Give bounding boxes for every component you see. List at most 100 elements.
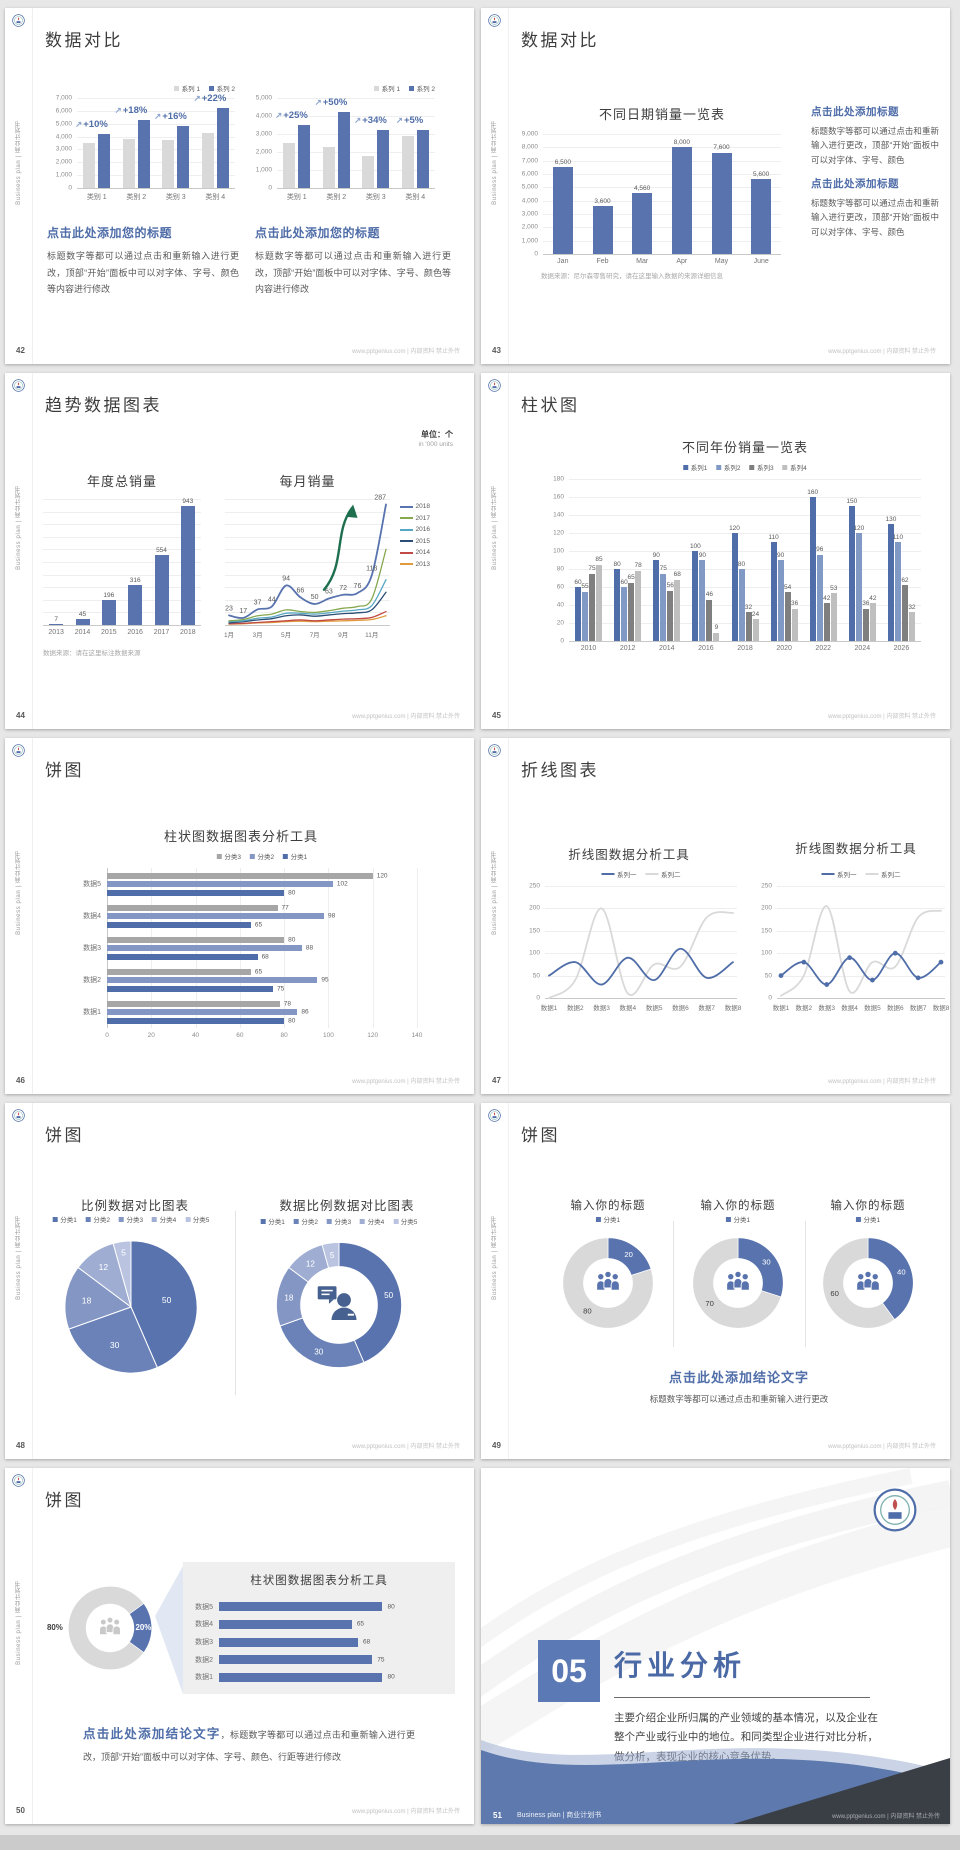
data-point-label: 17 [239, 608, 247, 615]
slide-sidebar: Business plan | 商业计划书 45 [481, 373, 509, 729]
slide-42-thumbnail[interactable]: Business plan | 商业计划书 42 数据对比 0 1,000 2,00… [5, 8, 474, 364]
pie-canvas: 50 30 18 12 5 [64, 1240, 198, 1374]
slide-title: 折线图表 [521, 761, 599, 780]
gridline [225, 536, 390, 538]
increase-arrow-icon: ↗ [395, 115, 403, 126]
bar [575, 587, 582, 641]
sidebar-vertical-text: Business plan | 商业计划书 [492, 120, 498, 205]
bar [816, 554, 823, 641]
slide-number: 43 [492, 346, 501, 355]
x-axis-category: 类别 1 [86, 194, 107, 201]
bar [107, 968, 251, 975]
slide-title: 饼图 [45, 761, 84, 780]
slide-number: 44 [16, 711, 25, 720]
legend-label: 2015 [415, 537, 430, 545]
bar [582, 591, 589, 641]
bar-value-label: 36 [862, 600, 870, 608]
bar [621, 587, 628, 641]
series-line [228, 548, 387, 622]
data-point-label: 44 [268, 597, 276, 604]
slide-51-thumbnail[interactable]: 05 行业分析 主要介绍企业所归属的产业领域的基本情况，以及企业在整个产业或行业… [481, 1468, 950, 1824]
placeholder-body: 标题数字等都可以通过点击和重新输入进行更改，顶部“开始”面板中可以对字体、字号、… [255, 251, 451, 295]
data-point-label: 23 [225, 605, 233, 612]
slide-43-thumbnail[interactable]: Business plan | 商业计划书 43 数据对比 不同日期销量一览表 … [481, 8, 950, 364]
people-icon [596, 1270, 620, 1291]
x-axis-category: 类别 3 [165, 194, 186, 201]
gridline [569, 605, 921, 606]
annual-sales-bar-chart: 7 2013 45 2014 196 2015 316 2016 554 2017 943 2018 [43, 498, 201, 636]
bar-value-label: 80 [613, 560, 621, 568]
bar [592, 206, 613, 254]
x-axis-category: 数据5 [864, 1005, 881, 1012]
bar-value-label: 88 [305, 944, 314, 952]
placeholder-heading: 点击此处添加您的标题 [47, 226, 173, 240]
x-axis-category: 2010 [580, 645, 597, 652]
y-axis-tick: 50 [764, 972, 772, 980]
y-axis-tick: 1,000 [55, 171, 72, 179]
slice-label: 5 [121, 1247, 126, 1257]
y-axis-tick: 180 [553, 475, 564, 483]
gridline [77, 136, 235, 138]
percent-label: +5% [403, 115, 424, 127]
gridline [328, 868, 330, 1028]
gridline [225, 524, 390, 526]
slide-45-thumbnail[interactable]: Business plan | 商业计划书 45 柱状图 不同年份销量一览表 0… [481, 373, 950, 729]
bar [107, 872, 373, 879]
legend-label: 系列二 [881, 872, 901, 879]
bar-value-label: 554 [156, 546, 167, 554]
legend-line-swatch [400, 505, 413, 508]
slide-49-thumbnail[interactable]: Business plan | 商业计划书 49 饼图 输入你的标题 输入你的标… [481, 1103, 950, 1459]
x-axis-category: Feb [596, 258, 609, 265]
bar-value-label: 120 [376, 872, 388, 879]
x-axis-category: 数据1 [540, 1005, 558, 1012]
x-axis-tick: 100 [322, 1032, 334, 1039]
slide-title: 饼图 [45, 1491, 84, 1510]
bar-value-label: 65 [356, 1620, 365, 1628]
slide-sidebar: Business plan | 商业计划书 50 [5, 1468, 33, 1824]
x-axis-category: 数据4 [619, 1005, 637, 1012]
slide-sidebar: Business plan | 商业计划书 43 [481, 8, 509, 364]
school-logo-icon [12, 1474, 25, 1487]
funnel-connector-shape [155, 1566, 183, 1694]
increase-arrow-icon: ↗ [354, 115, 362, 126]
slide-44-thumbnail[interactable]: Business plan | 商业计划书 44 趋势数据图表 单位：个 in … [5, 373, 474, 729]
percent-annotation: ↗ +5% [396, 115, 423, 126]
percent-annotation: ↗ +16% [154, 111, 187, 122]
slide-46-thumbnail[interactable]: Business plan | 商业计划书 46 饼图 柱状图数据图表分析工具 … [5, 738, 474, 1094]
slide-50-thumbnail[interactable]: Business plan | 商业计划书 50 饼图 柱状图数据图表分析工具 … [5, 1468, 474, 1824]
bar-value-label: 65 [254, 968, 263, 975]
bar [830, 593, 837, 641]
school-logo-icon [12, 744, 25, 757]
legend-line-swatch [865, 873, 879, 875]
grouped-bar-chart-right: 0 1,000 2,000 3,000 4,000 5,000 类别 1 ↗ +25% 类别 2 ↗… [256, 85, 435, 201]
bar [848, 506, 855, 641]
legend-swatch [749, 464, 755, 470]
legend-item: 2017 [400, 515, 430, 522]
conclusion-paragraph: 点击此处添加结论文字，标题数字等都可以通过点击和重新输入进行更改，顶部“开始”面… [83, 1722, 415, 1766]
bar [107, 904, 278, 911]
gridline [543, 134, 781, 135]
legend-item: 2014 [400, 549, 430, 556]
footer-brand-text: Business plan | 商业计划书 [517, 1812, 602, 1819]
x-axis-category: 2018 [737, 645, 753, 652]
bar-value-label: 46 [705, 591, 713, 599]
slide-47-thumbnail[interactable]: Business plan | 商业计划书 47 折线图表 折线图数据分析工具 … [481, 738, 950, 1094]
bar-value-label: 120 [729, 524, 740, 532]
legend-label: 分类4 [367, 1219, 385, 1226]
gridline [43, 562, 201, 563]
bar [869, 603, 876, 641]
percent-label: +10% [83, 119, 108, 130]
donut-title: 输入你的标题 [700, 1200, 776, 1212]
bar [862, 608, 869, 641]
legend-label: 系列一 [617, 872, 637, 879]
y-axis-category: 数据2 [83, 977, 101, 984]
section-title: 行业分析 [614, 1650, 747, 1681]
conclusion-heading: 点击此处添加结论文字 [668, 1370, 809, 1385]
bar-value-label: 102 [336, 880, 348, 888]
slide-48-thumbnail[interactable]: Business plan | 商业计划书 48 饼图 比例数据对比图表 数据比… [5, 1103, 474, 1459]
bar-value-label: 60 [620, 578, 628, 586]
legend-item: 系列 2 [409, 83, 435, 93]
sidebar-vertical-text: Business plan | 商业计划书 [16, 1215, 22, 1300]
y-axis-tick: 4,000 [255, 112, 272, 120]
